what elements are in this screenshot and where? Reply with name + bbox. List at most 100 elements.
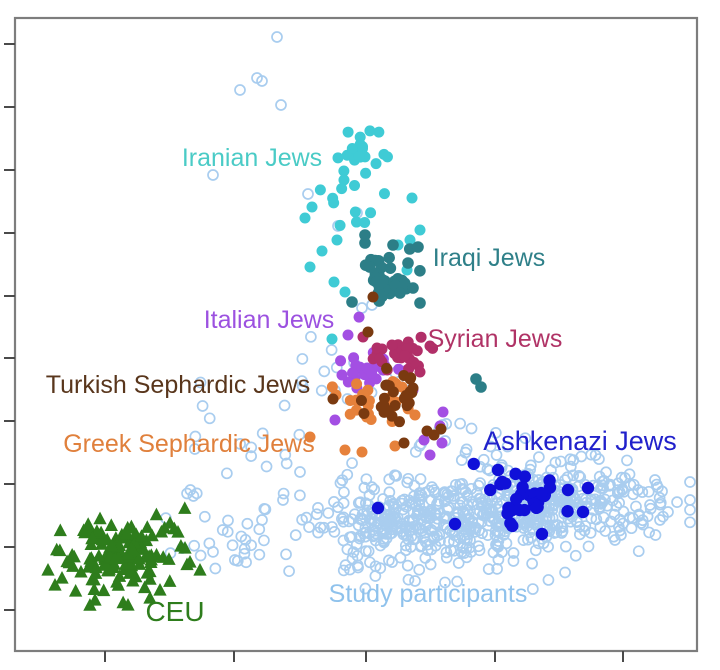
study-participants-point — [526, 557, 538, 570]
study-participants-point — [465, 482, 478, 495]
ashkenazi-jews-point — [581, 481, 595, 495]
study-participants-point — [584, 527, 597, 539]
italian-jews-point — [336, 369, 348, 381]
study-participants-point — [573, 469, 585, 482]
study-participants-point — [491, 491, 503, 504]
study-participants-point — [424, 558, 437, 571]
study-participants-point — [649, 474, 661, 486]
ceu-point — [55, 571, 69, 584]
study-participants-point — [619, 472, 631, 484]
study-participants-point — [408, 479, 421, 492]
study-participants-point — [194, 549, 207, 562]
ashkenazi-jews-point — [504, 517, 517, 530]
ceu-point — [68, 584, 83, 597]
italian-jews-point — [424, 449, 436, 461]
study-participants-point — [428, 484, 440, 496]
study-participants-point — [550, 526, 563, 539]
study-participants-point — [325, 344, 338, 356]
study-participants-point — [188, 443, 201, 455]
greek-sephardic-jews-point — [339, 444, 351, 456]
study-participants-point — [337, 515, 350, 528]
study-participants-point — [377, 533, 390, 545]
iraqi-jews-point — [475, 381, 487, 393]
italian-jews-point — [418, 434, 430, 446]
ceu-point — [126, 573, 140, 587]
study-participants-point — [474, 493, 487, 505]
ceu-point — [48, 578, 62, 591]
study-participants-point — [684, 476, 696, 488]
study-participants-point — [360, 545, 372, 557]
study-participants-point — [275, 99, 287, 111]
ashkenazi-jews-point — [513, 503, 526, 517]
study-participants-point — [303, 521, 315, 534]
study-participants-point — [234, 438, 246, 450]
study-participants-point — [354, 496, 367, 509]
italian-jews-point — [329, 414, 341, 426]
study-participants-point — [188, 539, 201, 552]
study-participants-point — [222, 514, 234, 527]
study-participants-point — [399, 539, 412, 552]
study-participants-point — [454, 492, 467, 505]
study-participants-point — [492, 520, 505, 533]
iranian-jews-point — [404, 234, 416, 246]
italian-jews-point — [353, 311, 365, 323]
ceu-point — [124, 557, 138, 570]
study-participants-point — [328, 526, 341, 538]
iranian-jews-point — [349, 206, 361, 218]
study-participants-point — [391, 511, 404, 524]
study-participants-point — [454, 417, 466, 430]
study-participants-point — [613, 485, 626, 498]
study-participants-point — [454, 478, 466, 491]
scatter-points-layer — [41, 31, 696, 611]
ceu-point — [143, 591, 157, 604]
study-participants-point — [561, 471, 574, 484]
study-participants-point — [567, 469, 579, 482]
iranian-jews-point — [359, 216, 371, 228]
study-participants-point — [280, 457, 293, 470]
label-iranian-jews: Iranian Jews — [182, 144, 322, 172]
study-participants-point — [256, 427, 269, 440]
study-participants-point — [573, 528, 586, 541]
study-participants-point — [196, 400, 209, 412]
ashkenazi-jews-point — [499, 477, 512, 490]
turkish-sephardic-jews-point — [378, 399, 390, 411]
study-participants-point — [585, 512, 598, 525]
study-participants-point — [652, 481, 664, 494]
ashkenazi-jews-point — [371, 501, 385, 515]
study-participants-point — [258, 534, 270, 547]
study-participants-point — [593, 470, 606, 483]
study-participants-points — [159, 31, 696, 595]
study-participants-point — [245, 539, 257, 552]
study-participants-point — [277, 487, 290, 500]
syrian-jews-point — [399, 350, 411, 362]
ceu-point — [99, 558, 113, 571]
study-participants-point — [582, 540, 595, 553]
study-participants-point — [207, 169, 219, 181]
study-participants-point — [189, 430, 202, 443]
iraqi-jews-point — [412, 241, 424, 253]
ceu-point — [84, 537, 98, 551]
study-participants-point — [328, 496, 340, 508]
study-participants-point — [440, 546, 453, 559]
study-participants-point — [352, 519, 365, 532]
greek-sephardic-jews-point — [409, 409, 421, 421]
ashkenazi-jews-point — [510, 492, 523, 506]
iranian-jews-point — [339, 286, 351, 298]
ashkenazi-jews-point — [561, 505, 574, 518]
italian-jews-point — [436, 437, 448, 449]
study-participants-point — [226, 539, 239, 552]
iraqi-jews-point — [384, 262, 397, 274]
study-participants-point — [402, 573, 415, 586]
ashkenazi-jews-point — [543, 481, 557, 494]
label-ceu: CEU — [145, 596, 204, 627]
study-participants-point — [517, 534, 530, 547]
study-participants-point — [529, 544, 542, 557]
ceu-point — [87, 582, 101, 596]
study-participants-point — [271, 31, 283, 43]
ceu-point — [53, 523, 67, 537]
ceu-point — [92, 549, 106, 562]
study-participants-point — [203, 412, 216, 425]
study-participants-point — [542, 574, 555, 586]
study-participants-point — [368, 515, 381, 528]
study-participants-point — [403, 515, 415, 528]
